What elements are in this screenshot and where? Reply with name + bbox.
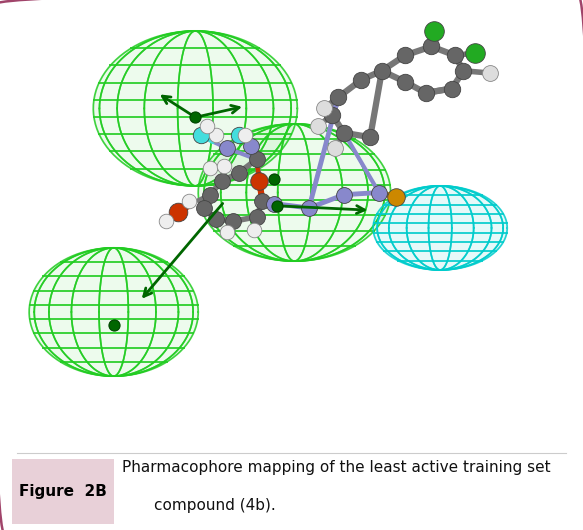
Point [258,197,267,206]
Point [470,49,480,57]
Point [229,217,238,226]
Ellipse shape [373,186,507,270]
Point [304,204,314,212]
Point [319,104,328,113]
Point [249,226,258,234]
Point [331,144,340,153]
Point [339,190,349,199]
Point [333,93,343,102]
Point [252,213,261,221]
Point [220,162,229,170]
Point [374,188,384,197]
Point [205,164,215,172]
Point [234,169,244,177]
Point [196,131,206,139]
Point [401,51,410,59]
Point [199,204,209,212]
Point [269,199,279,208]
Point [485,69,494,77]
Point [185,197,194,206]
Point [328,111,337,119]
Point [234,131,244,139]
Point [223,228,232,236]
Point [211,131,220,139]
Point [255,177,264,186]
Point [450,51,459,59]
Ellipse shape [93,31,297,186]
Point [459,67,468,75]
Text: compound (4b).: compound (4b). [154,498,276,513]
Point [202,122,212,130]
Point [421,89,430,97]
Point [252,155,261,164]
Ellipse shape [198,124,391,261]
Point [427,42,436,51]
Point [217,177,226,186]
FancyBboxPatch shape [12,459,114,524]
Point [313,122,322,130]
Point [401,77,410,86]
Point [173,208,182,217]
Point [211,215,220,223]
Point [357,75,366,84]
Point [430,26,439,35]
Point [205,190,215,199]
Ellipse shape [29,248,198,376]
Point [377,67,387,75]
Text: Pharmacophore mapping of the least active training set: Pharmacophore mapping of the least activ… [122,460,551,474]
Point [223,144,232,153]
Text: Figure  2B: Figure 2B [19,484,107,499]
Point [392,193,401,201]
Point [240,131,250,139]
Point [161,217,171,226]
Point [339,129,349,137]
Point [246,142,255,151]
Point [447,84,456,93]
Point [366,133,375,142]
